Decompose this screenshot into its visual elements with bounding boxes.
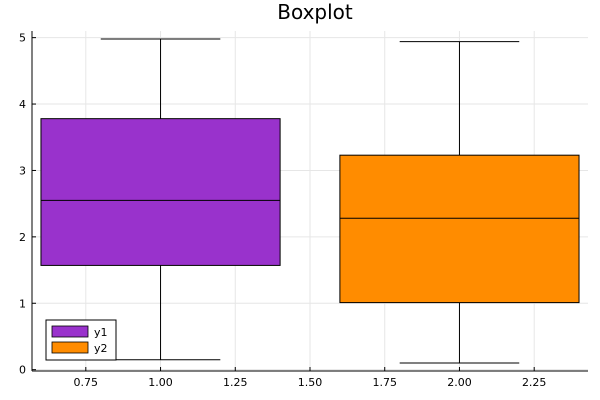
axes — [31, 31, 588, 372]
y-tick-label: 5 — [19, 32, 26, 45]
box-y1 — [40, 38, 281, 361]
y-tick-label: 3 — [19, 164, 26, 177]
x-tick-label: 2.25 — [522, 376, 547, 389]
box-y2 — [339, 41, 580, 364]
legend-swatch-y1 — [51, 325, 89, 338]
legend-label-y1: y1 — [94, 326, 108, 339]
x-tick-label: 2.00 — [447, 376, 472, 389]
x-tick-label: 1.50 — [298, 376, 323, 389]
iqr-box — [339, 154, 580, 304]
chart-title: Boxplot — [277, 0, 353, 24]
legend-swatch-y2 — [51, 341, 89, 354]
x-tick-label: 1.00 — [148, 376, 173, 389]
y-tick-label: 1 — [19, 297, 26, 310]
y-tick-label: 4 — [19, 98, 26, 111]
tick-labels: 0.75 1.00 1.25 1.50 1.75 2.00 2.25 0 1 2 3 4 5 — [19, 32, 546, 389]
x-tick-label: 1.75 — [372, 376, 397, 389]
y-tick-label: 2 — [19, 231, 26, 244]
legend-label-y2: y2 — [94, 342, 108, 355]
boxes — [40, 38, 580, 364]
x-tick-label: 1.25 — [223, 376, 248, 389]
y-tick-label: 0 — [19, 364, 26, 377]
x-tick-label: 0.75 — [74, 376, 99, 389]
iqr-box — [40, 118, 281, 266]
